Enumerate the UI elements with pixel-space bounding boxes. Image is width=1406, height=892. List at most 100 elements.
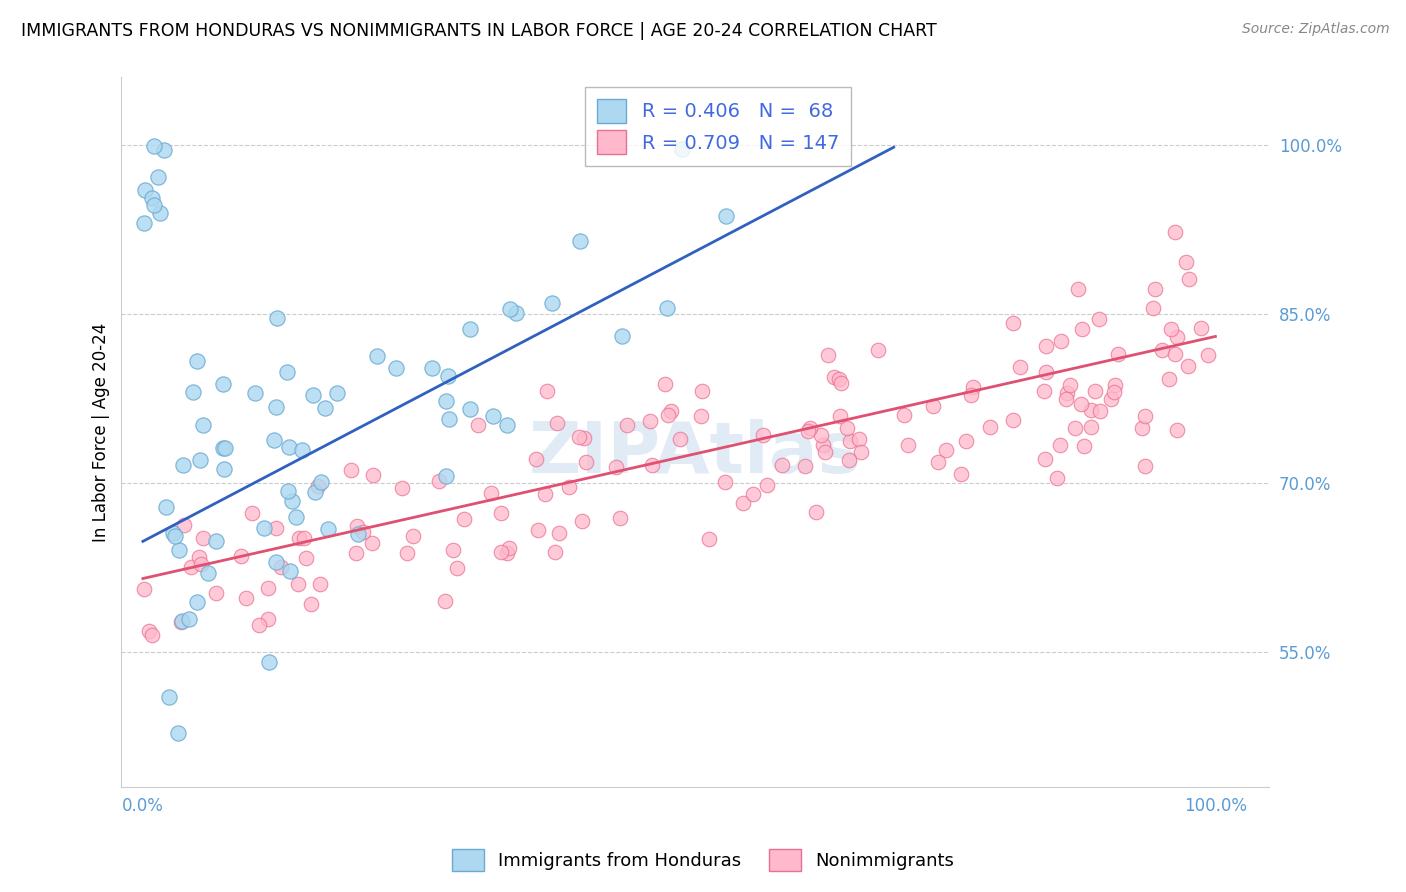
- Point: [134, 582, 156, 596]
- Point: [536, 384, 558, 399]
- Point: [609, 511, 631, 525]
- Point: [180, 560, 202, 574]
- Point: [434, 393, 457, 408]
- Point: [211, 377, 233, 392]
- Point: [1130, 421, 1153, 435]
- Point: [482, 409, 505, 424]
- Text: IMMIGRANTS FROM HONDURAS VS NONIMMIGRANTS IN LABOR FORCE | AGE 20-24 CORRELATION: IMMIGRANTS FROM HONDURAS VS NONIMMIGRANT…: [21, 22, 936, 40]
- Point: [1088, 403, 1111, 417]
- Point: [1049, 438, 1071, 452]
- Point: [240, 506, 263, 520]
- Point: [291, 443, 314, 458]
- Point: [1152, 343, 1174, 358]
- Point: [266, 555, 288, 569]
- Point: [188, 452, 211, 467]
- Point: [441, 542, 464, 557]
- Point: [287, 576, 309, 591]
- Point: [657, 408, 679, 422]
- Point: [446, 561, 468, 575]
- Point: [352, 525, 374, 540]
- Point: [1197, 348, 1219, 362]
- Point: [479, 486, 502, 500]
- Point: [827, 372, 849, 386]
- Point: [212, 441, 235, 455]
- Point: [422, 361, 444, 376]
- Point: [752, 428, 775, 442]
- Point: [149, 206, 172, 220]
- Point: [505, 306, 527, 320]
- Point: [641, 458, 664, 473]
- Point: [540, 295, 562, 310]
- Point: [1001, 316, 1024, 330]
- Point: [235, 591, 257, 606]
- Point: [1164, 225, 1187, 239]
- Point: [1157, 372, 1180, 386]
- Point: [605, 459, 627, 474]
- Point: [170, 615, 193, 629]
- Legend: R = 0.406   N =  68, R = 0.709   N = 147: R = 0.406 N = 68, R = 0.709 N = 147: [585, 87, 851, 166]
- Legend: Immigrants from Honduras, Nonimmigrants: Immigrants from Honduras, Nonimmigrants: [444, 842, 962, 879]
- Point: [838, 434, 860, 448]
- Point: [437, 369, 460, 384]
- Point: [1174, 255, 1197, 269]
- Point: [434, 469, 457, 483]
- Point: [689, 409, 711, 424]
- Point: [804, 505, 827, 519]
- Point: [955, 434, 977, 448]
- Point: [799, 421, 821, 435]
- Point: [307, 479, 329, 493]
- Point: [962, 380, 984, 394]
- Point: [1010, 360, 1032, 375]
- Point: [167, 542, 190, 557]
- Point: [1080, 420, 1102, 434]
- Point: [770, 458, 793, 473]
- Point: [979, 419, 1001, 434]
- Point: [257, 655, 280, 669]
- Point: [153, 143, 176, 157]
- Point: [138, 624, 160, 638]
- Point: [1035, 339, 1057, 353]
- Y-axis label: In Labor Force | Age 20-24: In Labor Force | Age 20-24: [93, 323, 110, 541]
- Point: [823, 370, 845, 384]
- Point: [558, 479, 581, 493]
- Point: [155, 500, 177, 514]
- Point: [266, 310, 288, 325]
- Point: [897, 437, 920, 451]
- Point: [467, 417, 489, 432]
- Point: [616, 417, 638, 432]
- Point: [830, 376, 852, 391]
- Point: [1073, 439, 1095, 453]
- Point: [1189, 321, 1212, 335]
- Point: [572, 431, 595, 445]
- Point: [162, 525, 184, 540]
- Point: [173, 517, 195, 532]
- Point: [316, 522, 339, 536]
- Point: [489, 544, 512, 558]
- Point: [1177, 359, 1199, 373]
- Point: [571, 514, 593, 528]
- Point: [458, 402, 481, 417]
- Point: [391, 481, 413, 495]
- Point: [1099, 392, 1122, 407]
- Point: [960, 388, 983, 402]
- Point: [1166, 329, 1188, 343]
- Point: [190, 558, 212, 572]
- Point: [1035, 365, 1057, 379]
- Point: [1046, 471, 1069, 485]
- Point: [325, 385, 347, 400]
- Point: [1160, 322, 1182, 336]
- Point: [810, 427, 832, 442]
- Point: [654, 376, 676, 391]
- Point: [793, 458, 815, 473]
- Point: [1084, 384, 1107, 399]
- Point: [167, 726, 190, 740]
- Point: [1063, 421, 1085, 435]
- Point: [148, 170, 170, 185]
- Point: [575, 455, 598, 469]
- Point: [458, 322, 481, 336]
- Point: [526, 524, 548, 538]
- Point: [191, 531, 214, 545]
- Point: [363, 468, 385, 483]
- Point: [814, 445, 837, 459]
- Point: [1059, 377, 1081, 392]
